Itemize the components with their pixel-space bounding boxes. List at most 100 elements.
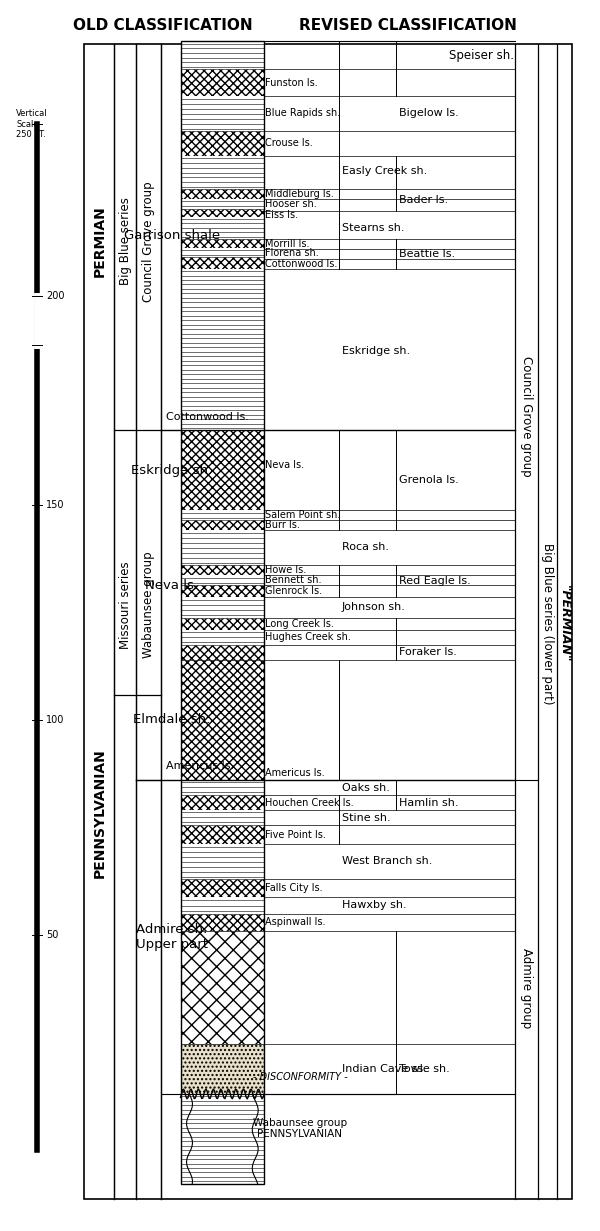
- Bar: [181, 825, 264, 844]
- Text: Hamlin sh.: Hamlin sh.: [398, 798, 458, 808]
- Bar: [181, 96, 264, 130]
- Text: Admire sh.
Upper part: Admire sh. Upper part: [136, 923, 208, 950]
- Text: Eskridge sh.: Eskridge sh.: [342, 346, 410, 356]
- Bar: [181, 217, 264, 239]
- Bar: [181, 932, 264, 1044]
- Text: Elmdale sh.: Elmdale sh.: [133, 713, 210, 726]
- Text: Neva ls.: Neva ls.: [145, 579, 198, 592]
- Bar: [181, 779, 264, 794]
- Bar: [181, 844, 264, 879]
- Text: Big Blue series: Big Blue series: [119, 197, 131, 286]
- Text: 50: 50: [46, 929, 59, 939]
- Text: Oaks sh.: Oaks sh.: [342, 783, 389, 793]
- Bar: [181, 190, 264, 199]
- Bar: [181, 431, 264, 510]
- Text: Americus ls.: Americus ls.: [166, 761, 234, 771]
- Text: Indian Cave ss.: Indian Cave ss.: [342, 1064, 427, 1073]
- Bar: [181, 69, 264, 96]
- Text: Bigelow ls.: Bigelow ls.: [398, 108, 458, 118]
- Bar: [181, 531, 264, 565]
- Text: Neva ls.: Neva ls.: [265, 460, 304, 470]
- Text: Wabaunsee group
PENNSYLVANIAN: Wabaunsee group PENNSYLVANIAN: [253, 1118, 347, 1139]
- Text: 150: 150: [46, 500, 65, 510]
- Text: REVISED CLASSIFICATION: REVISED CLASSIFICATION: [299, 18, 517, 33]
- Text: 100: 100: [46, 715, 65, 725]
- Text: West Branch sh.: West Branch sh.: [342, 857, 432, 867]
- Text: Funston ls.: Funston ls.: [265, 79, 318, 89]
- Bar: [181, 810, 264, 825]
- Text: Americus ls.: Americus ls.: [265, 768, 325, 778]
- Text: Blue Rapids sh.: Blue Rapids sh.: [265, 108, 341, 118]
- Bar: [181, 130, 264, 156]
- Bar: [181, 247, 264, 257]
- Text: Stine sh.: Stine sh.: [342, 812, 391, 822]
- Bar: [181, 1094, 264, 1184]
- Text: Cottonwood ls.: Cottonwood ls.: [265, 259, 338, 268]
- Text: Middleburg ls.: Middleburg ls.: [265, 188, 334, 199]
- Text: Roca sh.: Roca sh.: [342, 542, 389, 553]
- Bar: [181, 510, 264, 521]
- Text: Five Point ls.: Five Point ls.: [265, 830, 326, 840]
- Text: Eiss ls.: Eiss ls.: [265, 211, 298, 220]
- Bar: [84, 44, 572, 1199]
- Text: Admire group: Admire group: [520, 948, 533, 1028]
- Text: Speiser sh.: Speiser sh.: [449, 49, 514, 62]
- Bar: [181, 1044, 264, 1094]
- Bar: [181, 575, 264, 585]
- Bar: [181, 618, 264, 630]
- Text: PENNSYLVANIAN: PENNSYLVANIAN: [93, 747, 107, 878]
- Text: Big Blue series (lower part): Big Blue series (lower part): [541, 543, 554, 705]
- Text: PERMIAN: PERMIAN: [93, 206, 107, 277]
- Bar: [181, 794, 264, 810]
- Bar: [181, 879, 264, 897]
- Text: OLD CLASSIFICATION: OLD CLASSIFICATION: [73, 18, 253, 33]
- Text: Hughes Creek sh.: Hughes Creek sh.: [265, 632, 351, 641]
- Text: Morrill ls.: Morrill ls.: [265, 239, 310, 249]
- Bar: [181, 268, 264, 431]
- Text: Eskridge sh.: Eskridge sh.: [131, 464, 212, 476]
- Bar: [181, 915, 264, 932]
- Bar: [181, 199, 264, 209]
- Text: Glenrock ls.: Glenrock ls.: [265, 586, 322, 596]
- Text: "PERMIAN": "PERMIAN": [557, 586, 571, 662]
- Bar: [181, 660, 264, 779]
- Bar: [181, 645, 264, 660]
- Bar: [181, 42, 264, 69]
- Bar: [181, 42, 264, 1184]
- Text: Missouri series: Missouri series: [119, 561, 131, 649]
- Bar: [181, 239, 264, 247]
- Text: Bader ls.: Bader ls.: [398, 194, 448, 204]
- Bar: [181, 156, 264, 190]
- Text: Bennett sh.: Bennett sh.: [265, 575, 322, 585]
- Bar: [181, 585, 264, 597]
- Text: Cottonwood ls.: Cottonwood ls.: [166, 412, 248, 422]
- Text: Red Eagle ls.: Red Eagle ls.: [398, 576, 470, 586]
- Text: Burr ls.: Burr ls.: [265, 521, 300, 531]
- Text: Vertical
Scale
250 FT.: Vertical Scale 250 FT.: [16, 110, 48, 139]
- Text: Hooser sh.: Hooser sh.: [265, 199, 317, 209]
- Bar: [181, 521, 264, 531]
- Bar: [181, 897, 264, 915]
- Text: Council Grove group: Council Grove group: [142, 181, 155, 302]
- Text: - DISCONFORMITY -: - DISCONFORMITY -: [253, 1072, 347, 1082]
- Text: Houchen Creek ls.: Houchen Creek ls.: [265, 798, 354, 808]
- Bar: [181, 209, 264, 217]
- Text: Foraker ls.: Foraker ls.: [398, 648, 457, 657]
- Bar: [181, 597, 264, 618]
- Text: Aspinwall ls.: Aspinwall ls.: [265, 917, 326, 927]
- Text: Florena sh.: Florena sh.: [265, 247, 319, 257]
- Text: Salem Point sh.: Salem Point sh.: [265, 510, 341, 521]
- Text: Towle sh.: Towle sh.: [398, 1064, 449, 1073]
- Text: Council Grove group: Council Grove group: [520, 356, 533, 476]
- Bar: [181, 565, 264, 575]
- Text: Beattie ls.: Beattie ls.: [398, 249, 455, 259]
- Text: Wabaunsee group: Wabaunsee group: [142, 551, 155, 659]
- Text: Garrison shale: Garrison shale: [124, 229, 220, 243]
- Text: Grenola ls.: Grenola ls.: [398, 475, 458, 485]
- Bar: [181, 257, 264, 268]
- Text: Johnson sh.: Johnson sh.: [342, 602, 406, 612]
- Text: Easly Creek sh.: Easly Creek sh.: [342, 166, 427, 176]
- Text: Long Creek ls.: Long Creek ls.: [265, 619, 334, 629]
- Text: Howe ls.: Howe ls.: [265, 565, 307, 575]
- Text: Falls City ls.: Falls City ls.: [265, 884, 323, 894]
